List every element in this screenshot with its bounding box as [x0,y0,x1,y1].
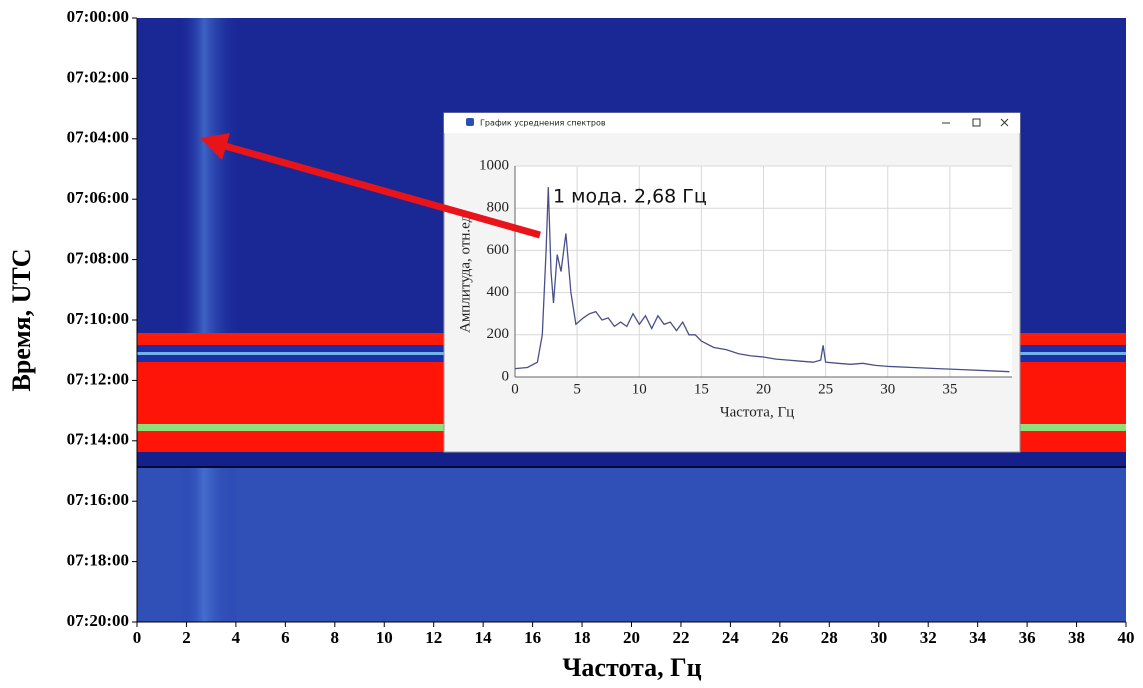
y-tick-label: 07:10:00 [67,309,129,328]
y-tick-label: 400 [487,284,510,300]
x-tick-label: 8 [331,628,340,647]
y-tick-label: 07:06:00 [67,188,129,207]
data-line [514,187,1010,373]
inset-plot: 0 200 400 600 800 1000 0 5 10 15 20 25 30 35 [479,157,1012,397]
y-tick-label: 07:14:00 [67,430,129,449]
x-tick-label: 2 [182,628,191,647]
x-tick-label: 36 [1019,628,1036,647]
inset-window: График усреднения спектров Частота, Гц А… [443,112,1021,453]
y-tick-label: 07:02:00 [67,67,129,86]
x-tick-label: 40 [1118,628,1135,647]
x-tick-label: 32 [920,628,937,647]
x-tick-label: 6 [281,628,290,647]
x-tick-label: 28 [821,628,838,647]
annotation: 1 мода. 2,68 Гц [553,186,707,208]
y-tick-label: 800 [487,200,510,216]
y-tick-label: 07:20:00 [67,611,129,630]
x-tick-label: 30 [880,381,895,397]
y-tick-label: 07:00:00 [67,7,129,26]
y-tick-label: 07:04:00 [67,128,129,147]
x-tick-label: 15 [694,381,709,397]
x-tick-label: 18 [574,628,591,647]
y-tick-label: 600 [487,242,510,258]
y-axis-title: Время, UTC [7,248,36,391]
x-tick-label: 30 [870,628,887,647]
y-tick-label: 0 [502,368,510,384]
x-axis-title: Частота, Гц [562,653,701,682]
y-tick-label: 07:16:00 [67,490,129,509]
y-tick-label: 07:08:00 [67,249,129,268]
x-tick-label: 14 [475,628,493,647]
x-tick-label: 35 [942,381,957,397]
x-tick-label: 20 [756,381,771,397]
x-tick-label: 10 [376,628,393,647]
inset-y-title: Амплитуда, отн.ед. [457,211,473,333]
x-tick-label: 10 [632,381,647,397]
y-tick-label: 07:12:00 [67,369,129,388]
y-tick-label: 07:18:00 [67,551,129,570]
y-tick-label: 1000 [479,157,509,173]
x-tick-label: 22 [672,628,689,647]
x-tick-label: 24 [722,628,740,647]
x-tick-label: 12 [425,628,442,647]
x-tick-label: 16 [524,628,541,647]
x-tick-label: 25 [818,381,833,397]
x-tick-label: 5 [573,381,581,397]
y-tick-label: 200 [487,326,510,342]
x-tick-label: 38 [1068,628,1085,647]
arrow [200,133,541,239]
x-tick-label: 4 [232,628,241,647]
x-tick-label: 0 [511,381,519,397]
x-tick-label: 34 [969,628,987,647]
x-tick-label: 20 [623,628,640,647]
inset-x-title: Частота, Гц [720,404,794,420]
x-tick-label: 0 [133,628,142,647]
window-title: График усреднения спектров [480,119,606,128]
x-tick-label: 26 [771,628,788,647]
